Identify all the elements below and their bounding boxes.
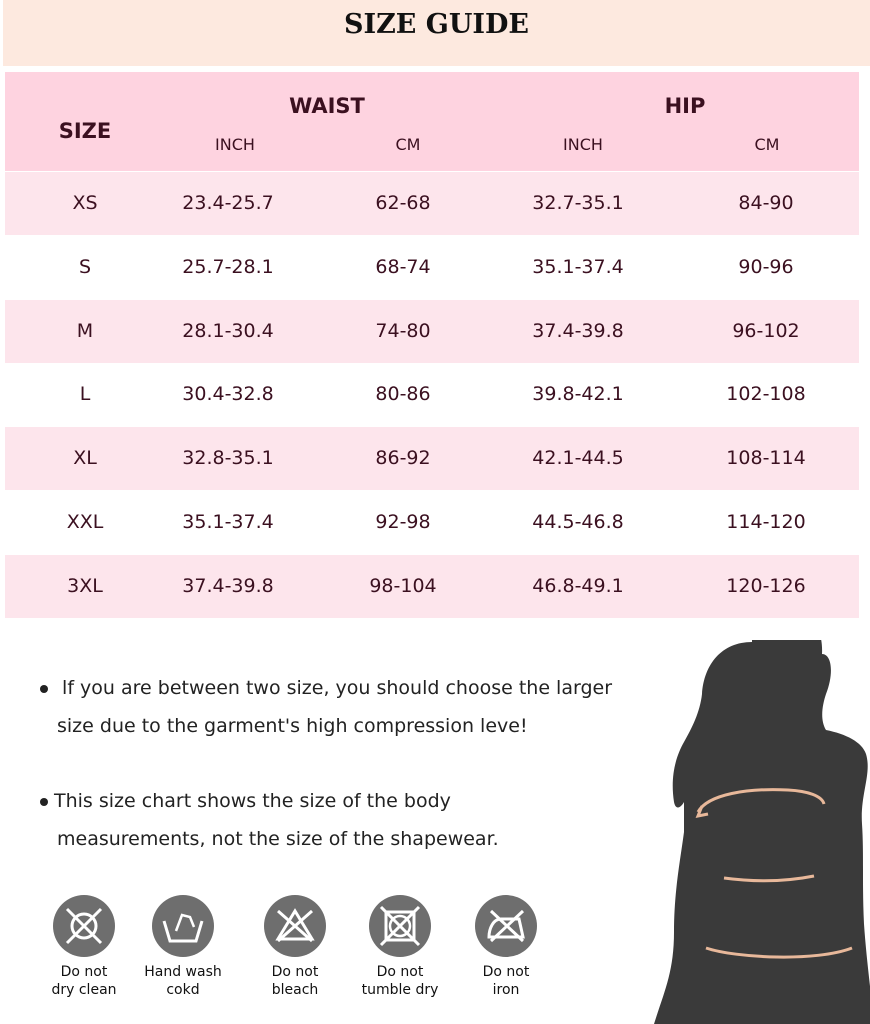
table-row: L 30.4-32.8 80-86 39.8-42.1 102-108 bbox=[5, 363, 859, 426]
table-cell: 30.4-32.8 bbox=[182, 383, 274, 406]
care-item: Do not iron bbox=[451, 895, 561, 999]
table-header: SIZE WAIST HIP INCH CM INCH CM bbox=[5, 72, 859, 171]
care-item: Do not tumble dry bbox=[345, 895, 455, 999]
table-row: 3XL 37.4-39.8 98-104 46.8-49.1 120-126 bbox=[5, 554, 859, 618]
table-cell: XXL bbox=[66, 511, 104, 533]
title-banner: SIZE GUIDE bbox=[3, 0, 870, 66]
table-cell: 102-108 bbox=[726, 383, 806, 406]
unit-header: CM bbox=[754, 135, 780, 154]
note-2: This size chart shows the size of the bo… bbox=[40, 782, 499, 858]
unit-header: INCH bbox=[563, 135, 603, 154]
page-title: SIZE GUIDE bbox=[343, 9, 530, 40]
table-cell: 46.8-49.1 bbox=[532, 574, 624, 597]
table-cell: 32.7-35.1 bbox=[532, 192, 624, 214]
unit-header: INCH bbox=[215, 135, 255, 154]
table-cell: 98-104 bbox=[369, 574, 437, 597]
table-cell: XS bbox=[72, 192, 98, 214]
care-label: Do not iron bbox=[482, 964, 530, 998]
table-cell: 68-74 bbox=[375, 255, 431, 278]
table-cell: 44.5-46.8 bbox=[532, 511, 624, 533]
table-cell: 62-68 bbox=[375, 192, 431, 214]
table-cell: 74-80 bbox=[375, 319, 431, 342]
table-cell: 86-92 bbox=[375, 447, 431, 470]
table-row: XL 32.8-35.1 86-92 42.1-44.5 108-114 bbox=[5, 427, 859, 491]
table-row: S 25.7-28.1 68-74 35.1-37.4 90-96 bbox=[5, 236, 859, 299]
care-label: Hand wash cokd bbox=[144, 964, 222, 998]
table-cell: M bbox=[76, 319, 94, 342]
table-cell: 92-98 bbox=[375, 511, 431, 533]
table-cell: 3XL bbox=[67, 574, 103, 597]
table-cell: 108-114 bbox=[726, 447, 806, 470]
no-iron-icon bbox=[475, 895, 537, 957]
bullet-icon bbox=[40, 684, 48, 693]
hand-wash-icon bbox=[152, 895, 214, 957]
table-cell: 84-90 bbox=[738, 192, 794, 214]
table-row: XXL 35.1-37.4 92-98 44.5-46.8 114-120 bbox=[5, 491, 859, 554]
table-cell: 37.4-39.8 bbox=[182, 574, 274, 597]
no-tumble-dry-icon bbox=[369, 895, 431, 957]
table-cell: 90-96 bbox=[738, 255, 794, 278]
table-cell: S bbox=[78, 255, 92, 278]
table-cell: 25.7-28.1 bbox=[182, 255, 274, 278]
table-cell: 80-86 bbox=[375, 383, 431, 406]
table-cell: 39.8-42.1 bbox=[532, 383, 624, 406]
table-cell: 114-120 bbox=[726, 511, 806, 533]
table-row: M 28.1-30.4 74-80 37.4-39.8 96-102 bbox=[5, 299, 859, 363]
bullet-icon bbox=[40, 797, 48, 806]
size-header: SIZE bbox=[58, 119, 112, 143]
note-1: lf you are between two size, you should … bbox=[40, 669, 612, 745]
unit-header: CM bbox=[395, 135, 421, 154]
care-item: Do not bleach bbox=[240, 895, 350, 999]
care-label: Do not tumble dry bbox=[361, 964, 439, 998]
table-cell: 120-126 bbox=[726, 574, 806, 597]
care-label: Do not bleach bbox=[271, 964, 319, 998]
table-cell: XL bbox=[73, 447, 97, 470]
table-row: XS 23.4-25.7 62-68 32.7-35.1 84-90 bbox=[5, 172, 859, 235]
table-cell: L bbox=[79, 383, 91, 406]
care-item: Hand wash cokd bbox=[128, 895, 238, 999]
care-label: Do not dry clean bbox=[51, 964, 117, 998]
table-cell: 42.1-44.5 bbox=[532, 447, 624, 470]
table-cell: 28.1-30.4 bbox=[182, 319, 274, 342]
table-cell: 96-102 bbox=[732, 319, 800, 342]
body-silhouette bbox=[654, 640, 870, 1024]
waist-header: WAIST bbox=[289, 94, 365, 118]
table-cell: 35.1-37.4 bbox=[182, 511, 274, 533]
table-cell: 37.4-39.8 bbox=[532, 319, 624, 342]
table-cell: 35.1-37.4 bbox=[532, 255, 624, 278]
table-cell: 32.8-35.1 bbox=[182, 447, 274, 470]
hip-header: HIP bbox=[664, 94, 706, 118]
care-item: Do not dry clean bbox=[29, 895, 139, 999]
table-cell: 23.4-25.7 bbox=[182, 192, 274, 214]
no-bleach-icon bbox=[264, 895, 326, 957]
no-dry-clean-icon bbox=[53, 895, 115, 957]
